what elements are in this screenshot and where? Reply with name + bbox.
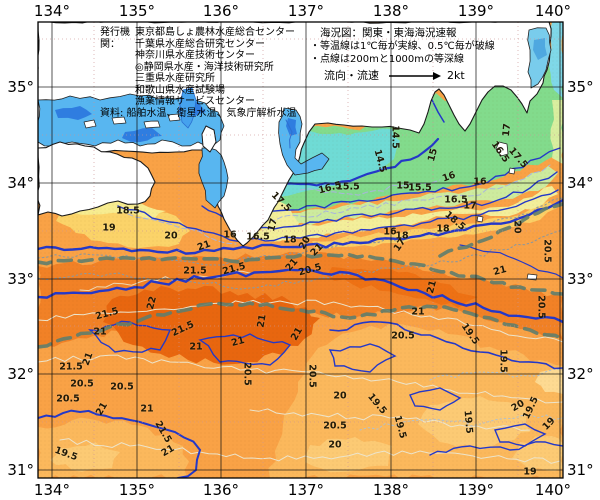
temperature-contour-label: 14.5 [389,125,401,149]
issuing-agency: 和歌山県水産試験場 [135,84,225,96]
latitude-tick-label-right: 34° [567,174,594,192]
temperature-contour-label: 19.5 [461,409,475,435]
longitude-tick-label-bottom: 136° [202,481,240,499]
temperature-contour-label: 19.5 [497,349,509,373]
longitude-tick-label-top: 140° [534,2,572,20]
temperature-contour-label: 20.5 [323,420,347,432]
latitude-tick-label-left: 33° [7,270,34,288]
temperature-contour-label: 21 [189,341,203,353]
temperature-contour-label: 21.5 [59,361,83,373]
issuing-agency: 三重県水産研究所 [135,73,215,84]
longitude-tick-label-top: 136° [202,2,240,20]
longitude-tick-label-bottom: 139° [457,481,495,499]
temperature-contour-label: 20.5 [306,364,318,388]
longitude-tick-label-top: 135° [118,2,156,20]
longitude-tick-label-top: 138° [372,2,410,20]
current-legend-row: 流向・流速 2kt [324,69,495,82]
longitude-tick-label-top: 137° [287,2,325,20]
temperature-contour-label: 19 [102,222,116,234]
longitude-tick-label-bottom: 134° [33,481,71,499]
temperature-contour-label: 16 [223,229,237,241]
legend-isotherm-note: ・等温線は1℃毎が実線、0.5℃毎が破線 [310,41,495,52]
temperature-contour-label: 18 [395,230,409,242]
temperature-contour-label: 18 [283,234,297,246]
current-speed-value: 2kt [447,69,465,82]
longitude-tick-label-bottom: 138° [372,481,410,499]
temperature-contour-label: 21 [255,313,269,329]
temperature-contour-label: 21.5 [183,265,207,277]
temperature-contour-label: 20.5 [110,381,134,393]
temperature-contour-label: 20.5 [541,239,553,263]
current-speed-label: 流向・流速 [324,69,379,82]
legend-block: 海況図：関東・東海海況速報 ・等温線は1℃毎が実線、0.5℃毎が破線 ・点線は2… [310,27,495,82]
latitude-tick-label-left: 35° [7,78,34,96]
temperature-contour-label: 21 [140,403,154,415]
temperature-contour-label: 20.5 [535,295,547,319]
temperature-contour-label: 20 [328,439,342,451]
longitude-tick-label-top: 134° [33,2,71,20]
legend-isobath-note: ・点線は200mと1000mの等深線 [310,54,465,65]
issuing-agency: 千葉県水産総合研究センター [135,38,265,50]
data-sources-line: 資料: 船舶水温、衛星水温、気象庁解析水温 [100,108,297,119]
issuing-agency: 神奈川県水産技術センター [135,50,255,61]
latitude-tick-label-left: 31° [7,461,34,479]
issuing-agencies-block: 発行機関： 東京都島しょ農林水産総合センター 千葉県水産総合研究センター 神奈川県水… [100,27,295,108]
latitude-tick-label-left: 32° [7,365,34,383]
latitude-tick-label-right: 33° [567,270,594,288]
longitude-tick-label-bottom: 137° [287,481,325,499]
issuer-label: 発行機関： [100,27,130,50]
temperature-contour-label: 21 [411,306,425,318]
issuing-agency: ◎静岡県水産・海洋技術研究所 [135,61,274,73]
temperature-contour-label: 20 [333,390,347,402]
temperature-contour-label: 16 [383,226,397,238]
longitude-tick-label-bottom: 140° [534,481,572,499]
temperature-contour-label: 15 [396,180,410,192]
temperature-contour-label: 20 [511,220,523,234]
temperature-contour-label: 15.5 [408,182,432,194]
temperature-contour-label: 17 [463,200,477,212]
temperature-contour-label: 20.5 [391,330,415,342]
temperature-contour-label: 19 [523,466,537,478]
temperature-contour-label: 20.5 [241,362,253,386]
temperature-contour-label: 18.5 [116,205,140,217]
longitude-tick-label-top: 139° [457,2,495,20]
issuing-agency: 漁業情報サービスセンター [135,96,255,107]
latitude-tick-label-right: 31° [567,461,594,479]
agency-list: 東京都島しょ農林水産総合センター 千葉県水産総合研究センター 神奈川県水産技術センタ… [135,27,295,108]
temperature-contour-label: 20.5 [56,393,80,405]
current-vector-arrow [389,71,441,80]
temperature-contour-label: 17 [500,122,514,138]
temperature-contour-label: 18 [436,223,450,235]
latitude-tick-label-right: 35° [567,78,594,96]
temperature-contour-label: 16 [473,176,487,188]
temperature-contour-label: 15.5 [336,181,360,193]
temperature-contour-label: 21 [93,326,107,338]
temperature-contour-label: 20.5 [70,378,94,390]
legend-title: 海況図：関東・東海海況速報 [320,27,457,39]
latitude-tick-label-left: 34° [7,174,34,192]
longitude-tick-label-bottom: 135° [118,481,156,499]
latitude-tick-label-right: 32° [567,365,594,383]
issuing-agency: 東京都島しょ農林水産総合センター [135,27,295,38]
temperature-contour-label: 20 [164,230,178,242]
temperature-contour-label: 16.5 [246,231,270,243]
temperature-contour-label: 16.5 [444,194,468,206]
